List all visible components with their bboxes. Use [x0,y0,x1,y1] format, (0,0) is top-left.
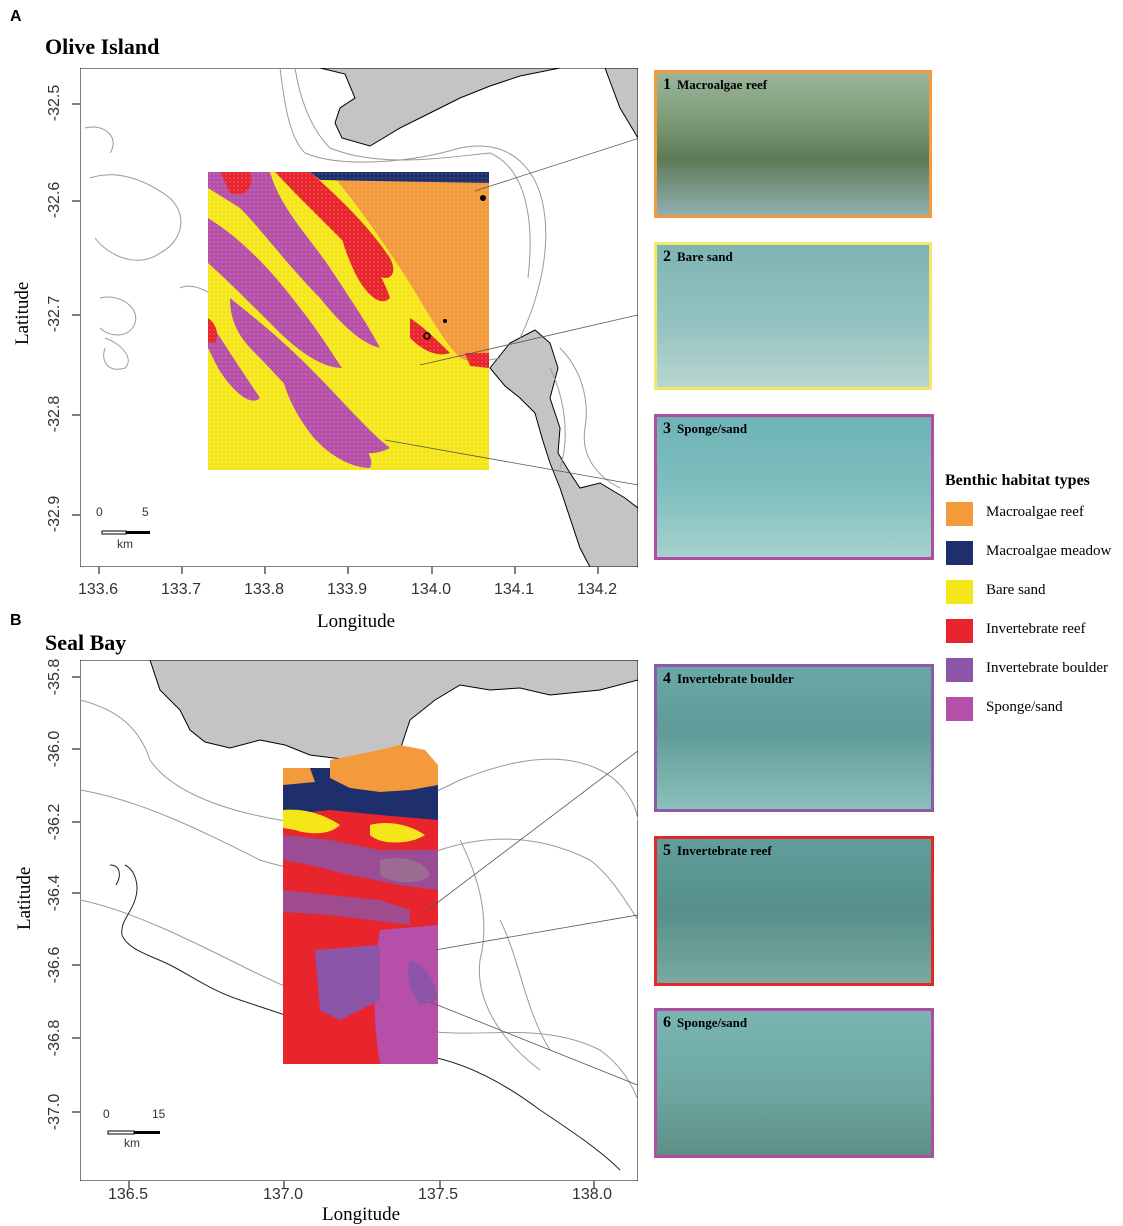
x-tick-a-0: 133.6 [78,581,119,598]
y-tick-a-1: -32.6 [46,181,63,219]
y-tick-a-3: -32.8 [46,395,63,433]
y-tick-b-3: -36.4 [46,874,63,912]
photo-6-sponge-sand: 6 Sponge/sand [654,1008,934,1158]
photo-3-caption: 3 Sponge/sand [663,420,748,437]
x-axis-ticks-b [128,1181,595,1188]
x-axis-title-a: Longitude [317,611,396,632]
y-tick-b-2: -36.2 [46,803,63,841]
y-tick-a-0: -32.5 [46,84,63,122]
scalebar-b-unit: km [124,1136,140,1150]
photo-3-sponge-sand: 3 Sponge/sand [654,414,934,560]
y-tick-b-0: -35.8 [46,658,63,696]
y-tick-b-4: -36.6 [46,946,63,984]
x-tick-a-6: 134.2 [577,581,618,598]
x-tick-a-2: 133.8 [244,581,285,598]
x-tick-b-0: 136.5 [108,1186,149,1203]
panel-letter-a: A [10,8,22,25]
y-tick-a-2: -32.7 [46,295,63,333]
legend-swatch-invertebrate-boulder [946,658,973,682]
seal-bay-map [80,660,638,1181]
scalebar-b-end: 15 [152,1107,166,1121]
x-tick-b-3: 138.0 [572,1186,613,1203]
x-tick-a-5: 134.1 [494,581,535,598]
scalebar-a-start: 0 [96,505,103,519]
photo-5-caption: 5 Invertebrate reef [663,842,772,859]
map-title-seal-bay: Seal Bay [45,630,127,655]
y-tick-b-6: -37.0 [46,1093,63,1131]
x-tick-a-4: 134.0 [411,581,452,598]
scalebar-a-end: 5 [142,505,149,519]
legend-swatch-sponge-sand [946,697,973,721]
legend-swatch-invertebrate-reef [946,619,973,643]
photo-1-macroalgae-reef: 1 Macroalgae reef [654,70,932,218]
scalebar-b-start: 0 [103,1107,110,1121]
x-axis-ticks-a [98,567,599,574]
y-axis-title-a: Latitude [12,281,33,345]
map-title-olive-island: Olive Island [45,34,160,59]
photo-5-invertebrate-reef: 5 Invertebrate reef [654,836,934,986]
x-tick-a-1: 133.7 [161,581,202,598]
y-axis-title-b: Latitude [14,866,35,930]
y-axis-ticks-a [72,103,80,516]
photo-1-caption: 1 Macroalgae reef [663,76,768,93]
photo-2-caption: 2 Bare sand [663,248,733,265]
x-axis-title-b: Longitude [322,1204,401,1225]
photo-4-invertebrate-boulder: 4 Invertebrate boulder [654,664,934,812]
legend-title: Benthic habitat types [945,472,1090,489]
photo-2-bare-sand: 2 Bare sand [654,242,932,390]
y-tick-b-1: -36.0 [46,730,63,768]
legend-swatch-bare-sand [946,580,973,604]
x-tick-b-2: 137.5 [418,1186,459,1203]
panel-letter-b: B [10,612,22,629]
legend-swatch-macroalgae-reef [946,502,973,526]
photo-6-caption: 6 Sponge/sand [663,1014,748,1031]
scalebar-a-unit: km [117,537,133,551]
x-tick-b-1: 137.0 [263,1186,304,1203]
x-tick-a-3: 133.9 [327,581,368,598]
y-tick-b-5: -36.8 [46,1019,63,1057]
olive-island-map [80,68,638,567]
y-tick-a-4: -32.9 [46,495,63,533]
photo-4-caption: 4 Invertebrate boulder [663,670,794,687]
y-axis-ticks-b [72,676,80,1113]
legend-swatch-macroalgae-meadow [946,541,973,565]
